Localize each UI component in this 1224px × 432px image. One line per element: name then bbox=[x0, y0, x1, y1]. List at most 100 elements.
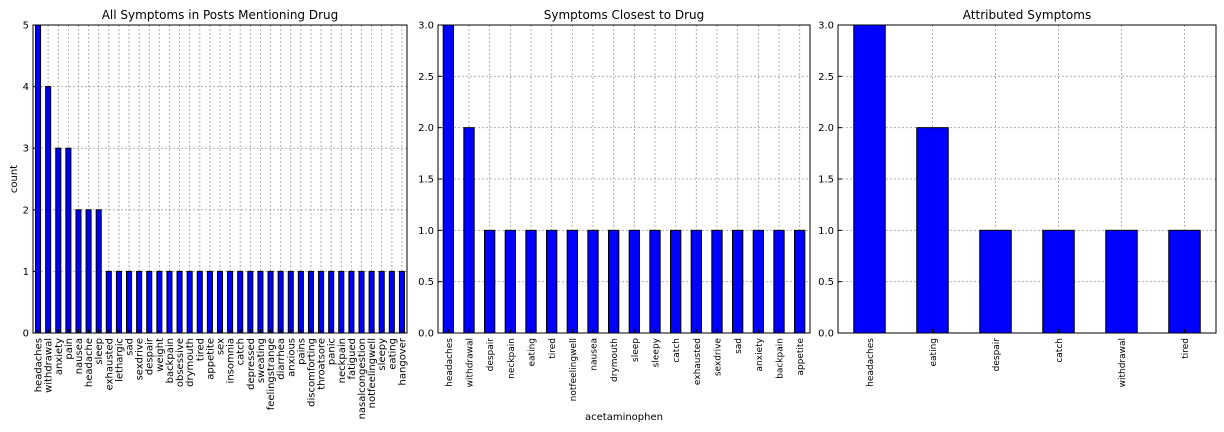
x-tick-label: feelingstrange bbox=[266, 338, 277, 410]
bar-sleep bbox=[628, 229, 641, 334]
bar-withdrawal bbox=[1105, 229, 1138, 334]
bar-tired bbox=[196, 270, 203, 334]
bar-depressed bbox=[247, 270, 254, 334]
x-tick-label: throatsore bbox=[317, 338, 328, 390]
x-tick-label: weight bbox=[155, 338, 166, 372]
x-tick-label: despair bbox=[486, 338, 496, 372]
y-tick-label: 2.0 bbox=[818, 123, 834, 134]
x-tick-label: headaches bbox=[445, 338, 455, 387]
bar-pain bbox=[65, 147, 72, 334]
bar-drymouth bbox=[608, 229, 620, 334]
x-tick-label: anxious bbox=[286, 338, 297, 377]
subplot-2: 0.0 0.5 1.0 1.5 2.0 2.5 3.0 headaches withdrawal… bbox=[418, 8, 811, 423]
x-tick-label: eating bbox=[929, 338, 939, 367]
y-tick-label: 2 bbox=[23, 205, 29, 216]
bar-tired bbox=[1168, 229, 1201, 334]
bar-sad bbox=[732, 229, 744, 334]
bar-appetite bbox=[794, 229, 806, 334]
x-tick-label: drymouth bbox=[610, 338, 620, 382]
y-tick-label: 3 bbox=[23, 144, 29, 155]
x-tick-label: pains bbox=[296, 338, 307, 365]
bar-feelingstrange bbox=[267, 270, 274, 334]
bar-sleepy bbox=[649, 229, 661, 334]
bar-catch bbox=[670, 229, 682, 334]
x-axis-label: acetaminophen bbox=[585, 412, 663, 423]
y-tick-label: 0.5 bbox=[818, 277, 834, 288]
subplot-3: 0.0 0.5 1.0 1.5 2.0 2.5 3.0 headaches eating desp… bbox=[818, 8, 1217, 387]
bar-withdrawal bbox=[45, 86, 52, 334]
bar-throatsore bbox=[318, 270, 325, 334]
x-tick-label: headache bbox=[84, 338, 95, 387]
bar-anxious bbox=[287, 270, 294, 334]
bar-discomforting bbox=[307, 270, 315, 334]
y-tick-label: 1.5 bbox=[818, 175, 834, 186]
bar-headaches bbox=[853, 24, 886, 334]
x-tick-label: withdrawal bbox=[1118, 338, 1128, 387]
x-tick-label: drymouth bbox=[185, 338, 196, 387]
bar-sexdrive bbox=[711, 229, 723, 334]
x-tick-label: nausea bbox=[590, 338, 600, 371]
chart-title: Attributed Symptoms bbox=[963, 8, 1091, 22]
y-tick-label: 1.0 bbox=[818, 226, 834, 237]
x-tick-label: neckpain bbox=[507, 338, 517, 379]
x-tick-label: appetite bbox=[205, 338, 216, 380]
bar-headaches bbox=[442, 24, 454, 334]
y-tick-label: 2.5 bbox=[418, 72, 434, 83]
bar-panic bbox=[328, 270, 335, 334]
x-tick-label: panic bbox=[327, 338, 338, 365]
x-tick-label: hangover bbox=[397, 337, 408, 385]
x-tick-label: sexdrive bbox=[135, 338, 146, 380]
bar-lethargic bbox=[115, 270, 122, 334]
x-tick-label: withdrawal bbox=[44, 338, 55, 393]
x-tick-label: nausea bbox=[74, 338, 85, 374]
x-tick-label: tired bbox=[1181, 338, 1191, 359]
x-tick-label: fatigued bbox=[347, 338, 358, 380]
bar-obsessive bbox=[176, 270, 183, 334]
x-tick-label: backpain bbox=[165, 338, 176, 383]
x-tick-label: sad bbox=[125, 338, 136, 356]
bar-notfeelingwell bbox=[368, 270, 375, 334]
x-tick-label: sleepy bbox=[652, 337, 662, 367]
bar-backpain bbox=[166, 270, 173, 334]
x-tick-label: discomforting bbox=[306, 338, 317, 407]
y-tick-label: 3.0 bbox=[418, 21, 434, 32]
y-tick-label: 0.5 bbox=[418, 277, 434, 288]
x-tick-label: sexdrive bbox=[714, 338, 724, 377]
x-tick-label: sleepy bbox=[377, 338, 388, 371]
x-tick-label: depressed bbox=[246, 338, 257, 390]
bar-exhausted bbox=[690, 229, 703, 334]
x-tick-label: lethargic bbox=[114, 338, 125, 382]
y-tick-label: 0.0 bbox=[418, 329, 434, 340]
bar-eating bbox=[916, 127, 949, 334]
x-tick-label: tired bbox=[548, 338, 558, 359]
bar-despair bbox=[484, 229, 496, 334]
bar-despair bbox=[146, 270, 153, 334]
x-tick-label: withdrawal bbox=[466, 338, 476, 387]
bar-withdrawal bbox=[463, 127, 475, 334]
y-tick-label: 5 bbox=[23, 21, 29, 32]
x-tick-label: sex bbox=[216, 338, 227, 355]
bar-catch bbox=[1042, 229, 1075, 334]
bar-drymouth bbox=[186, 270, 193, 334]
bar-anxiety bbox=[752, 229, 765, 334]
y-tick-label: 1.0 bbox=[418, 226, 434, 237]
x-tick-label: despair bbox=[145, 337, 156, 375]
x-tick-label: despair bbox=[992, 338, 1002, 372]
bar-catch bbox=[237, 270, 244, 334]
bar-notfeelingwell bbox=[566, 229, 579, 334]
x-tick-label: sweating bbox=[256, 338, 267, 383]
bar-sweating bbox=[257, 270, 264, 334]
x-tick-label: exhausted bbox=[693, 338, 703, 385]
bar-neckpain bbox=[338, 270, 345, 334]
axes-frame bbox=[437, 24, 811, 334]
x-tick-label: appetite bbox=[796, 338, 806, 376]
bar-nasalcongestion bbox=[358, 270, 365, 334]
bar-sex bbox=[216, 270, 224, 334]
chart-title: Symptoms Closest to Drug bbox=[544, 8, 705, 22]
x-tick-label: eating bbox=[528, 338, 538, 367]
bar-insomnia bbox=[227, 270, 234, 334]
bar-pains bbox=[297, 270, 304, 334]
bar-sleep bbox=[95, 209, 102, 334]
bar-diarrhea bbox=[277, 270, 284, 334]
